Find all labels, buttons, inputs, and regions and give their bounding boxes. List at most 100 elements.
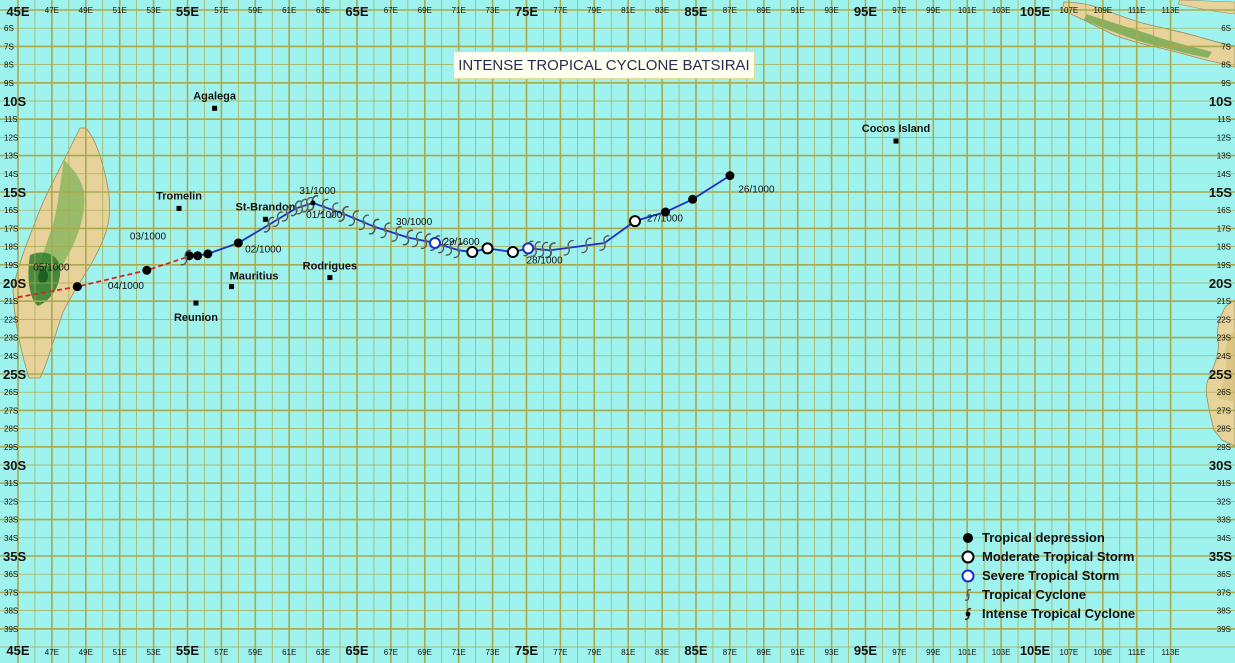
date-label: 28/1000 (527, 255, 564, 266)
lat-label-left: 8S (4, 61, 14, 70)
tropical-cyclone-marker (445, 240, 457, 256)
legend-item-cyclone: Tropical Cyclone (960, 585, 1190, 604)
date-label: 27/1000 (647, 213, 684, 224)
lat-label-right: 14S (1217, 170, 1231, 179)
map-title-box: INTENSE TROPICAL CYCLONE BATSIRAI (453, 51, 755, 79)
lon-label-bottom: 59E (248, 648, 262, 657)
lon-label-bottom: 101E (958, 648, 977, 657)
legend-label: Severe Tropical Storm (982, 568, 1120, 583)
lon-label-top: 77E (553, 6, 567, 15)
place-label: Agalega (193, 90, 237, 102)
lat-label-left: 25S (3, 367, 26, 382)
lon-label-top: 55E (176, 4, 199, 19)
tropical-cyclone-marker (411, 231, 423, 248)
lat-label-left: 16S (4, 206, 18, 215)
lon-label-top: 87E (723, 6, 737, 15)
place-marker (327, 275, 333, 281)
lat-label-left: 22S (4, 315, 18, 324)
lon-label-top: 49E (79, 6, 93, 15)
lon-label-top: 85E (684, 4, 707, 19)
lon-label-top: 97E (892, 6, 906, 15)
tropical-cyclone-marker (272, 211, 284, 228)
lon-label-bottom: 65E (345, 643, 368, 658)
lat-label-left: 34S (4, 534, 18, 543)
date-labels: 26/1000 27/1000 28/1000 29/1600 30/1000 31/10… (33, 184, 775, 291)
lat-label-left: 12S (4, 133, 18, 142)
tropical-cyclone-marker (402, 229, 414, 246)
place-marker (262, 216, 268, 222)
legend-item-intense: Intense Tropical Cyclone (960, 604, 1190, 623)
lat-label-right: 31S (1217, 479, 1231, 488)
lat-label-right: 9S (1221, 79, 1231, 88)
lon-label-bottom: 73E (485, 648, 499, 657)
place-label: St-Brandon (236, 201, 296, 213)
lat-label-left: 19S (4, 261, 18, 270)
lat-label-left: 27S (4, 406, 18, 415)
lon-label-bottom: 109E (1093, 648, 1112, 657)
lat-label-right: 22S (1217, 315, 1231, 324)
lon-label-top: 91E (791, 6, 805, 15)
lat-label-right: 23S (1217, 334, 1231, 343)
lon-label-top: 59E (248, 6, 262, 15)
lon-label-bottom: 107E (1060, 648, 1079, 657)
lon-label-bottom: 67E (384, 648, 398, 657)
lat-label-right: 39S (1217, 625, 1231, 634)
lat-label-left: 29S (4, 443, 18, 452)
lon-label-bottom: 53E (146, 648, 160, 657)
tropical-depression-marker (142, 265, 152, 275)
tropical-cyclone-marker (290, 200, 302, 217)
tropical-cyclone-marker (302, 196, 313, 213)
lon-label-bottom: 51E (113, 648, 127, 657)
lon-label-bottom: 91E (791, 648, 805, 657)
lon-label-bottom: 63E (316, 648, 330, 657)
lon-label-bottom: 77E (553, 648, 567, 657)
place-marker (193, 300, 199, 306)
lat-label-left: 10S (3, 94, 26, 109)
lat-label-left: 11S (4, 115, 18, 124)
place-label: Mauritius (230, 271, 279, 283)
date-label: 02/1000 (245, 244, 282, 255)
lon-label-top: 99E (926, 6, 940, 15)
moderate-storm-marker (481, 242, 494, 255)
lon-label-bottom: 49E (79, 648, 93, 657)
tropical-depression-marker (233, 238, 243, 248)
date-label: 01/1000 (306, 210, 343, 221)
lon-label-top: 95E (854, 4, 877, 19)
lon-label-bottom: 83E (655, 648, 669, 657)
lon-label-bottom: 61E (282, 648, 296, 657)
legend-item-severe: Severe Tropical Storm (960, 566, 1190, 585)
lat-label-left: 6S (4, 24, 14, 33)
lat-label-left: 39S (4, 625, 18, 634)
lat-label-left: 21S (4, 297, 18, 306)
cyclone-track (16, 171, 735, 299)
lon-label-top: 103E (992, 6, 1011, 15)
tropical-cyclone-marker (358, 214, 370, 231)
place-marker (893, 138, 899, 144)
intense-cyclone-icon (964, 607, 972, 621)
lat-label-left: 33S (4, 516, 18, 525)
lon-label-top: 107E (1060, 6, 1079, 15)
tropical-cyclone-marker (263, 216, 275, 233)
lon-label-bottom: 81E (621, 648, 635, 657)
lat-label-right: 34S (1217, 534, 1231, 543)
tropical-cyclone-marker (281, 205, 293, 222)
lon-label-top: 53E (146, 6, 160, 15)
tropical-cyclone-marker (437, 237, 449, 254)
lat-label-right: 20S (1209, 276, 1232, 291)
lat-label-right: 21S (1217, 297, 1231, 306)
lon-label-bottom: 75E (515, 643, 538, 658)
lon-label-bottom: 95E (854, 643, 877, 658)
lat-label-right: 35S (1209, 549, 1232, 564)
lon-label-top: 73E (485, 6, 499, 15)
lon-label-top: 81E (621, 6, 635, 15)
lon-label-top: 63E (316, 6, 330, 15)
tropical-depression-marker (203, 249, 213, 259)
lat-label-right: 8S (1221, 61, 1231, 70)
lon-label-bottom: 71E (452, 648, 466, 657)
lon-label-bottom: 105E (1020, 643, 1051, 658)
lon-label-top: 65E (345, 4, 368, 19)
lon-label-top: 69E (418, 6, 432, 15)
tropical-cyclone-marker (530, 241, 541, 257)
lat-label-right: 10S (1209, 94, 1232, 109)
